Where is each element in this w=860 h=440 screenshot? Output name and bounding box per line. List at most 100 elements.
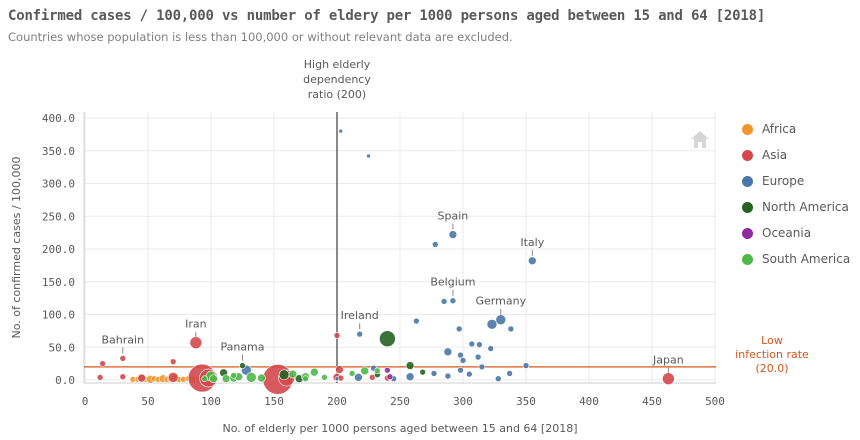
data-point[interactable] [474,353,482,361]
data-point[interactable] [366,153,371,159]
y-tick-label: 250.0 [42,210,75,223]
chart-subtitle: Countries whose population is less than … [8,30,513,44]
data-point[interactable] [246,372,257,383]
legend-item[interactable]: Asia [742,142,850,168]
data-point[interactable] [662,372,675,385]
annotation-label: Belgium [430,276,475,289]
data-point[interactable] [506,370,513,377]
chart-title: Confirmed cases / 100,000 vs number of e… [8,8,766,24]
x-tick-label: 300 [453,395,473,408]
legend-item[interactable]: North America [742,194,850,220]
data-point[interactable] [457,351,464,359]
y-tick-label: 300.0 [42,178,75,191]
data-point[interactable] [356,330,363,338]
data-point[interactable] [310,367,319,377]
data-point[interactable] [230,372,237,379]
annotation-label: Japan [652,354,684,367]
data-point[interactable] [384,366,391,374]
data-point[interactable] [457,366,464,374]
data-point[interactable] [431,241,439,248]
data-point[interactable] [278,369,290,381]
data-point[interactable] [354,373,363,382]
data-point[interactable] [507,325,515,333]
data-point[interactable] [288,369,298,379]
x-tick-label: 50 [141,395,154,408]
data-point[interactable] [478,363,486,371]
annotation-label: Italy [520,236,544,249]
data-point[interactable] [239,362,246,369]
data-point[interactable] [413,317,420,325]
annotation-label: Spain [438,210,469,223]
data-point[interactable] [386,373,394,381]
data-point[interactable] [527,256,537,266]
data-point[interactable] [119,373,127,381]
legend-label: Oceania [762,226,812,240]
legend-swatch [742,227,753,239]
data-point[interactable] [99,360,106,367]
data-point[interactable] [257,373,266,383]
data-points[interactable] [96,128,675,395]
y-tick-label: 50.0 [49,341,76,354]
data-point[interactable] [368,374,376,381]
data-point[interactable] [430,370,438,377]
data-point[interactable] [487,345,495,352]
legend-label: Africa [762,122,797,136]
data-point[interactable] [335,365,344,374]
data-point[interactable] [348,370,356,377]
y-tick-label: 200.0 [42,243,75,256]
data-point[interactable] [169,358,177,365]
data-point[interactable] [495,314,507,326]
data-point[interactable] [189,336,203,349]
data-point[interactable] [443,347,453,357]
legend[interactable]: Africa Asia Europe North America Oceania Sout… [742,116,850,272]
data-point[interactable] [494,375,502,382]
home-icon[interactable] [689,128,711,150]
data-point[interactable] [455,325,463,333]
data-point[interactable] [167,372,179,383]
x-tick-label: 0 [82,395,89,408]
data-point[interactable] [419,368,426,376]
axes: 0 50 100 150 200 250 300 350 400 450 500 0.0 50.0 100… [10,112,725,435]
data-point[interactable] [476,341,483,348]
data-point[interactable] [334,376,340,381]
legend-label: Europe [762,174,805,188]
data-point[interactable] [338,128,344,134]
y-tick-label: 150.0 [42,276,75,289]
data-point[interactable] [321,374,328,381]
data-point[interactable] [137,373,146,383]
data-point[interactable] [221,374,231,383]
data-point[interactable] [405,361,415,370]
y-tick-label: 0.0 [55,374,75,387]
legend-item[interactable]: Oceania [742,220,850,246]
annotation-label: Panama [220,341,264,354]
data-point[interactable] [333,332,341,339]
data-point[interactable] [440,298,448,305]
data-point[interactable] [449,297,457,305]
data-point[interactable] [201,375,208,382]
data-point[interactable] [448,230,458,239]
legend-item[interactable]: Europe [742,168,850,194]
data-point[interactable] [468,340,476,348]
data-point[interactable] [119,355,127,362]
data-point[interactable] [302,375,309,382]
data-point[interactable] [465,370,473,378]
data-point[interactable] [459,357,467,364]
data-point[interactable] [405,372,415,382]
data-point[interactable] [96,374,104,381]
x-tick-label: 200 [327,395,347,408]
data-point[interactable] [522,362,530,369]
data-point[interactable] [486,319,498,330]
annotation-label: Ireland [341,309,379,322]
data-point[interactable] [444,372,452,380]
data-point[interactable] [360,366,370,376]
legend-item[interactable]: Africa [742,116,850,142]
x-tick-label: 100 [201,395,221,408]
data-point[interactable] [209,374,218,383]
annotation-label: Iran [185,318,207,331]
data-point[interactable] [374,367,381,375]
x-tick-label: 400 [579,395,599,408]
data-point[interactable] [379,330,396,348]
legend-label: South America [762,252,851,266]
legend-item[interactable]: South America [742,246,850,272]
